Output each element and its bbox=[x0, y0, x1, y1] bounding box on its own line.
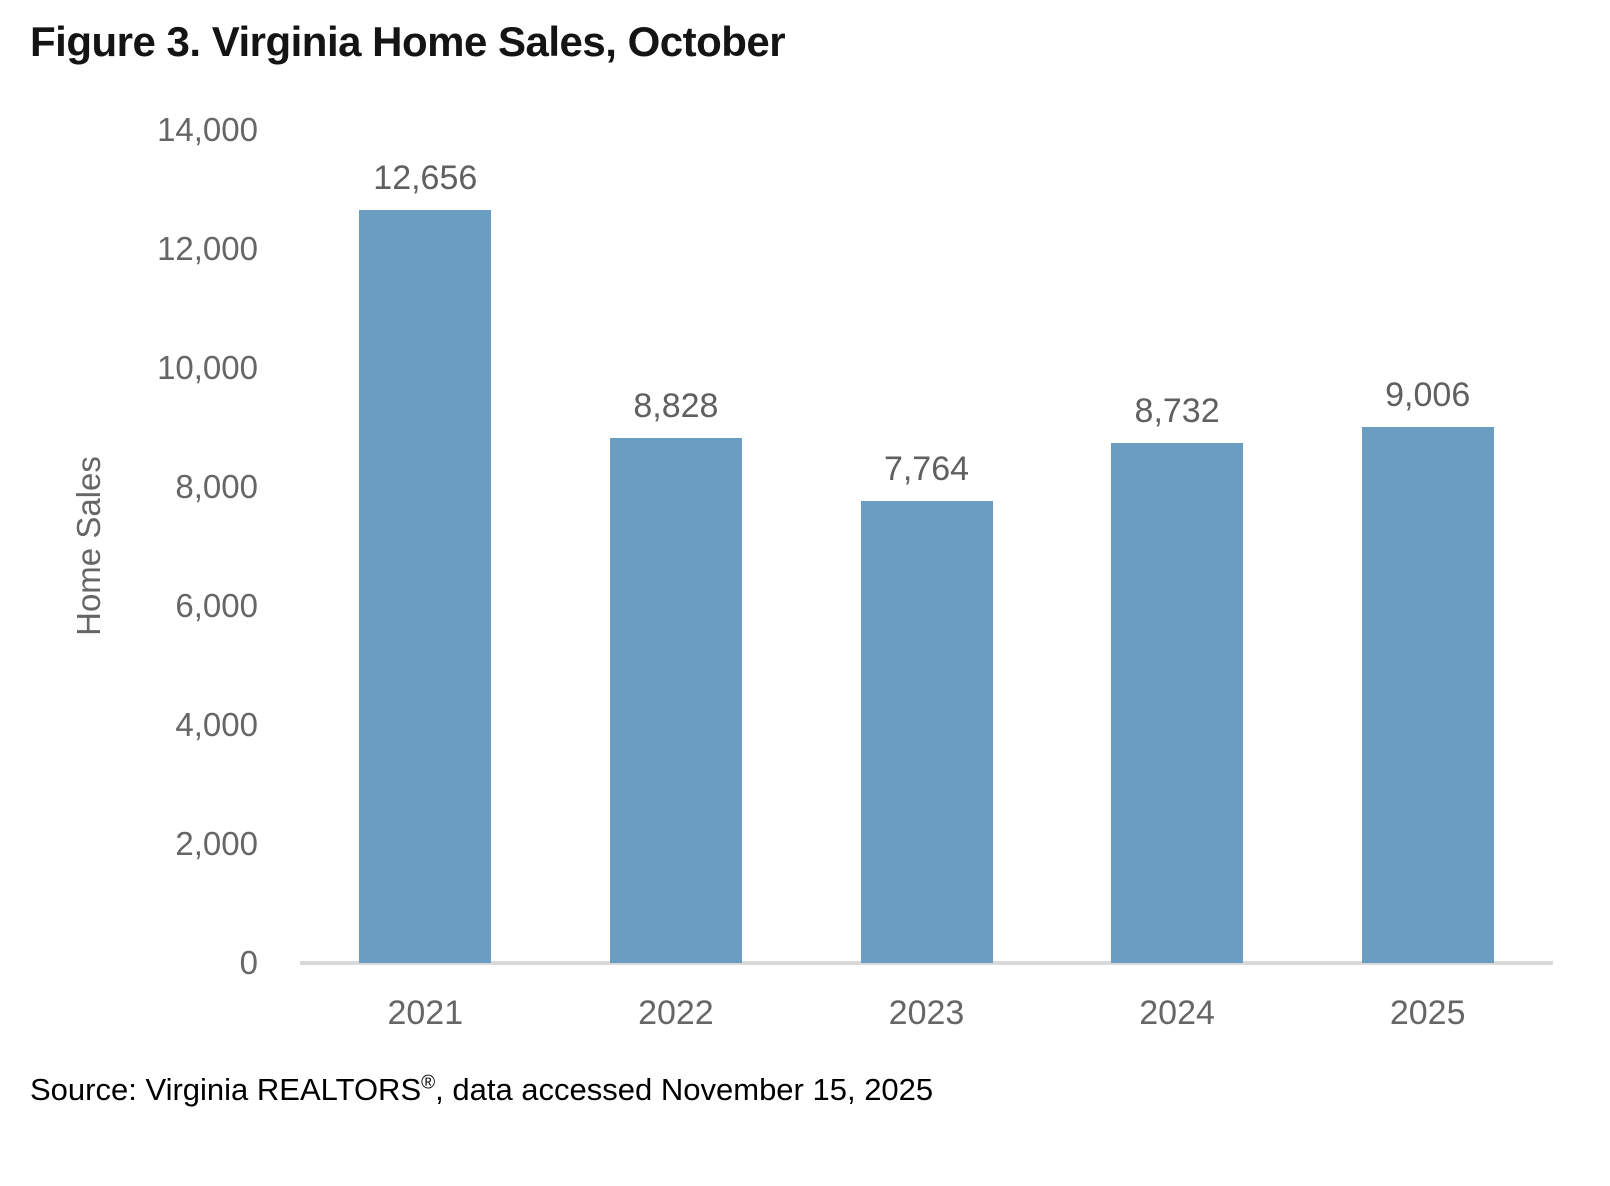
bar-2021 bbox=[359, 209, 492, 963]
bar-value-label: 9,006 bbox=[1385, 376, 1471, 415]
source-prefix: Source: Virginia REALTORS bbox=[30, 1072, 422, 1107]
x-tick-label-2023: 2023 bbox=[888, 994, 965, 1032]
bar-value-label: 8,732 bbox=[1134, 392, 1220, 431]
y-axis-ticks: 0 2,000 4,000 6,000 8,000 10,000 12,000 14,000 bbox=[0, 113, 258, 980]
x-tick-label-2021: 2021 bbox=[387, 994, 464, 1032]
y-tick-label: 6,000 bbox=[175, 587, 258, 624]
y-tick-label: 2,000 bbox=[175, 825, 258, 862]
bar-2024 bbox=[1111, 443, 1244, 963]
source-suffix: , data accessed November 15, 2025 bbox=[435, 1072, 934, 1107]
bar-2022 bbox=[609, 437, 742, 963]
bar-2023 bbox=[860, 501, 993, 963]
x-tick-label-2025: 2025 bbox=[1389, 994, 1466, 1032]
x-axis-line bbox=[300, 961, 1553, 965]
y-tick-label: 10,000 bbox=[157, 349, 258, 386]
bar-value-label: 7,764 bbox=[883, 450, 970, 489]
y-tick-label: 0 bbox=[239, 944, 258, 981]
figure-title: Figure 3. Virginia Home Sales, October bbox=[30, 18, 786, 65]
y-tick-label: 14,000 bbox=[157, 111, 258, 148]
x-axis-labels: 2021 2022 2023 2024 2025 bbox=[300, 993, 1553, 1037]
registered-trademark-symbol: ® bbox=[421, 1072, 436, 1094]
bar-2025 bbox=[1361, 427, 1494, 963]
x-tick-label-2024: 2024 bbox=[1139, 994, 1215, 1032]
x-tick-label-2022: 2022 bbox=[638, 994, 714, 1032]
y-tick-label: 4,000 bbox=[175, 706, 258, 743]
y-tick-label: 8,000 bbox=[175, 468, 258, 505]
plot-area: 12,656 8,828 7,764 8,732 9,006 bbox=[300, 130, 1553, 965]
source-note: Source: Virginia REALTORS®, data accesse… bbox=[30, 1072, 933, 1108]
y-tick-label: 12,000 bbox=[157, 230, 258, 267]
bar-value-label: 12,656 bbox=[373, 158, 478, 197]
bar-value-label: 8,828 bbox=[633, 386, 719, 425]
